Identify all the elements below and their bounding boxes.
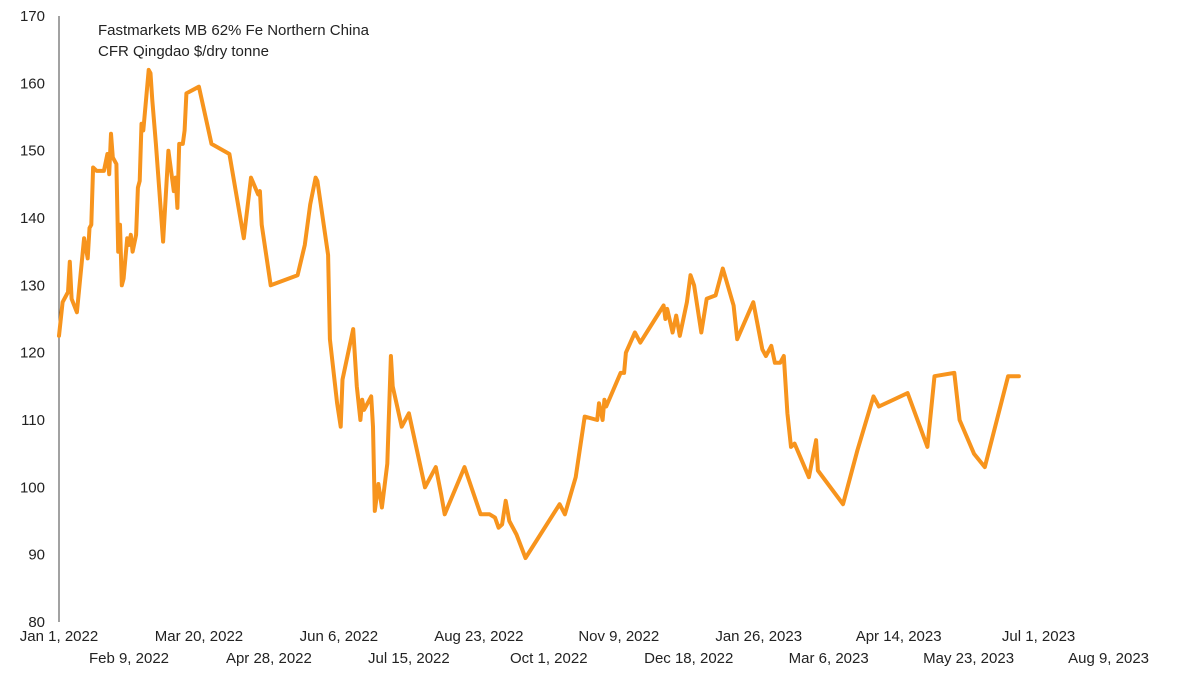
price-series-line: [57, 67, 1021, 560]
y-tick-label: 140: [20, 210, 45, 227]
series-legend-line-1: Fastmarkets MB 62% Fe Northern China: [98, 22, 369, 39]
x-tick-label: Jul 15, 2022: [368, 650, 450, 667]
x-tick-label: Jan 26, 2023: [715, 628, 802, 645]
series-legend-label: Fastmarkets MB 62% Fe Northern China CFR…: [98, 20, 369, 62]
x-tick-label: Aug 9, 2023: [1068, 650, 1149, 667]
y-tick-label: 130: [20, 277, 45, 294]
y-tick-label: 100: [20, 479, 45, 496]
x-tick-label: Feb 9, 2022: [89, 650, 169, 667]
x-tick-label: Jun 6, 2022: [300, 628, 378, 645]
y-tick-label: 90: [28, 547, 45, 564]
x-tick-labels: Jan 1, 2022 Feb 9, 2022 Mar 20, 2022 Apr 28…: [20, 628, 1149, 667]
y-tick-label: 160: [20, 75, 45, 92]
x-tick-label: Mar 20, 2022: [155, 628, 243, 645]
x-tick-label: Apr 14, 2023: [856, 628, 942, 645]
x-tick-label: Nov 9, 2022: [578, 628, 659, 645]
x-tick-label: Jul 1, 2023: [1002, 628, 1075, 645]
x-tick-label: Aug 23, 2022: [434, 628, 523, 645]
x-tick-label: Oct 1, 2022: [510, 650, 588, 667]
y-tick-label: 110: [21, 412, 45, 429]
y-tick-label: 170: [20, 8, 45, 25]
x-tick-label: Mar 6, 2023: [789, 650, 869, 667]
y-tick-label: 80: [28, 614, 45, 631]
y-tick-labels: 80 90 100 110 120 130 140 150 160 170: [20, 8, 45, 631]
x-tick-label: May 23, 2023: [923, 650, 1014, 667]
x-tick-label: Jan 1, 2022: [20, 628, 98, 645]
series-legend-line-2: CFR Qingdao $/dry tonne: [98, 43, 269, 60]
x-tick-label: Dec 18, 2022: [644, 650, 733, 667]
y-tick-label: 150: [20, 143, 45, 160]
y-tick-label: 120: [20, 345, 45, 362]
x-tick-label: Apr 28, 2022: [226, 650, 312, 667]
